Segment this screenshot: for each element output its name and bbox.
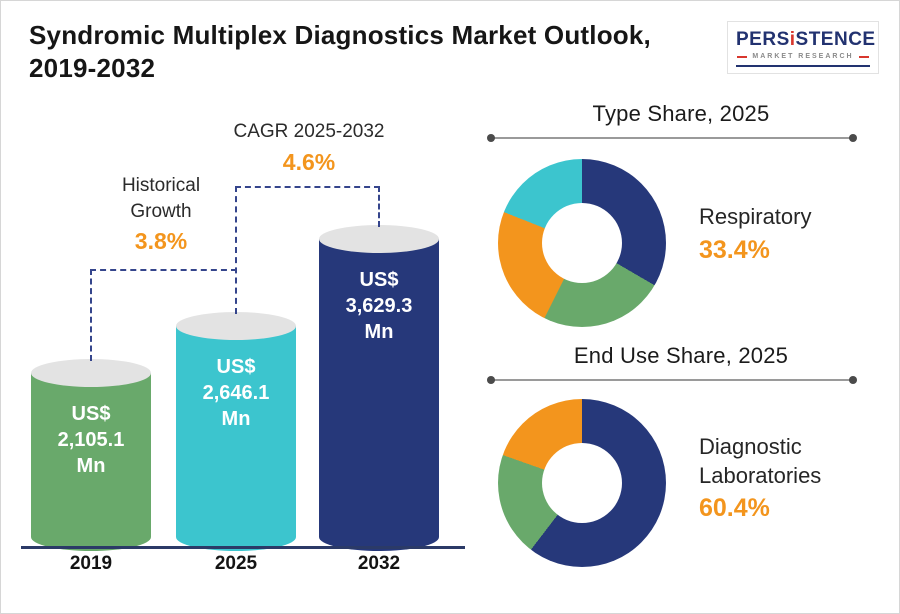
- type-share-callout: Respiratory 33.4%: [699, 203, 899, 265]
- type-share-title: Type Share, 2025: [592, 101, 770, 126]
- bar-2019-body: [31, 373, 151, 551]
- dashed-connector: [235, 186, 237, 314]
- end-use-share-callout-value: 60.4%: [699, 494, 770, 523]
- x-axis-line: [21, 546, 465, 549]
- bar-2019-value-label: US$ 2,105.1 Mn: [57, 403, 125, 477]
- dashed-connector: [90, 269, 92, 361]
- dashed-connector: [378, 186, 380, 227]
- bar-2032: US$ 3,629.3 Mn: [319, 225, 439, 551]
- brand-logo: PERSiSTENCE MARKET RESEARCH: [727, 21, 879, 74]
- end-use-share-callout: Diagnostic Laboratories 60.4%: [699, 433, 899, 523]
- dashed-connector: [90, 269, 237, 271]
- type-share-donut: [498, 159, 666, 327]
- bar-2019: US$ 2,105.1 Mn: [31, 359, 151, 551]
- bar-2032-body: [319, 239, 439, 551]
- end-use-share-donut: [498, 399, 666, 567]
- brand-logo-tagline: MARKET RESEARCH: [752, 53, 854, 60]
- end-use-share-divider: [487, 376, 857, 384]
- type-share-callout-value: 33.4%: [699, 235, 770, 264]
- type-share-divider: [487, 134, 857, 142]
- x-axis-label-2025: 2025: [214, 553, 258, 574]
- cagr-value: 4.6%: [282, 148, 336, 175]
- brand-logo-text: PERSiSTENCE: [736, 29, 876, 50]
- cagr-label: CAGR 2025-2032: [233, 121, 385, 142]
- end-use-share-callout-label: Diagnostic Laboratories: [699, 434, 822, 488]
- donut-hole: [542, 443, 622, 523]
- donut-hole: [542, 203, 622, 283]
- bar-2025-body: [176, 326, 296, 551]
- x-axis-label-2032: 2032: [357, 553, 401, 574]
- end-use-share-title: End Use Share, 2025: [573, 343, 789, 368]
- page-title: Syndromic Multiplex Diagnostics Market O…: [29, 20, 651, 83]
- bar-2032-cap: [319, 225, 439, 253]
- historical-growth-annotation: Historical Growth 3.8%: [96, 173, 226, 255]
- logo-dash-icon: [858, 55, 869, 58]
- bar-2025-value-label: US$ 2,646.1 Mn: [202, 356, 270, 430]
- bar-2025: US$ 2,646.1 Mn: [176, 312, 296, 551]
- cagr-annotation: CAGR 2025-2032 4.6%: [223, 119, 395, 176]
- historical-growth-value: 3.8%: [134, 228, 188, 255]
- dashed-connector: [235, 186, 380, 188]
- bar-2032-value-label: US$ 3,629.3 Mn: [345, 269, 413, 343]
- bar-2019-cap: [31, 359, 151, 387]
- type-share-callout-label: Respiratory: [699, 204, 812, 229]
- historical-growth-label: Historical Growth: [121, 175, 201, 222]
- bar-2025-cap: [176, 312, 296, 340]
- x-axis-label-2019: 2019: [69, 553, 113, 574]
- brand-logo-tagline-row: MARKET RESEARCH: [736, 53, 870, 67]
- logo-dash-icon: [737, 55, 748, 58]
